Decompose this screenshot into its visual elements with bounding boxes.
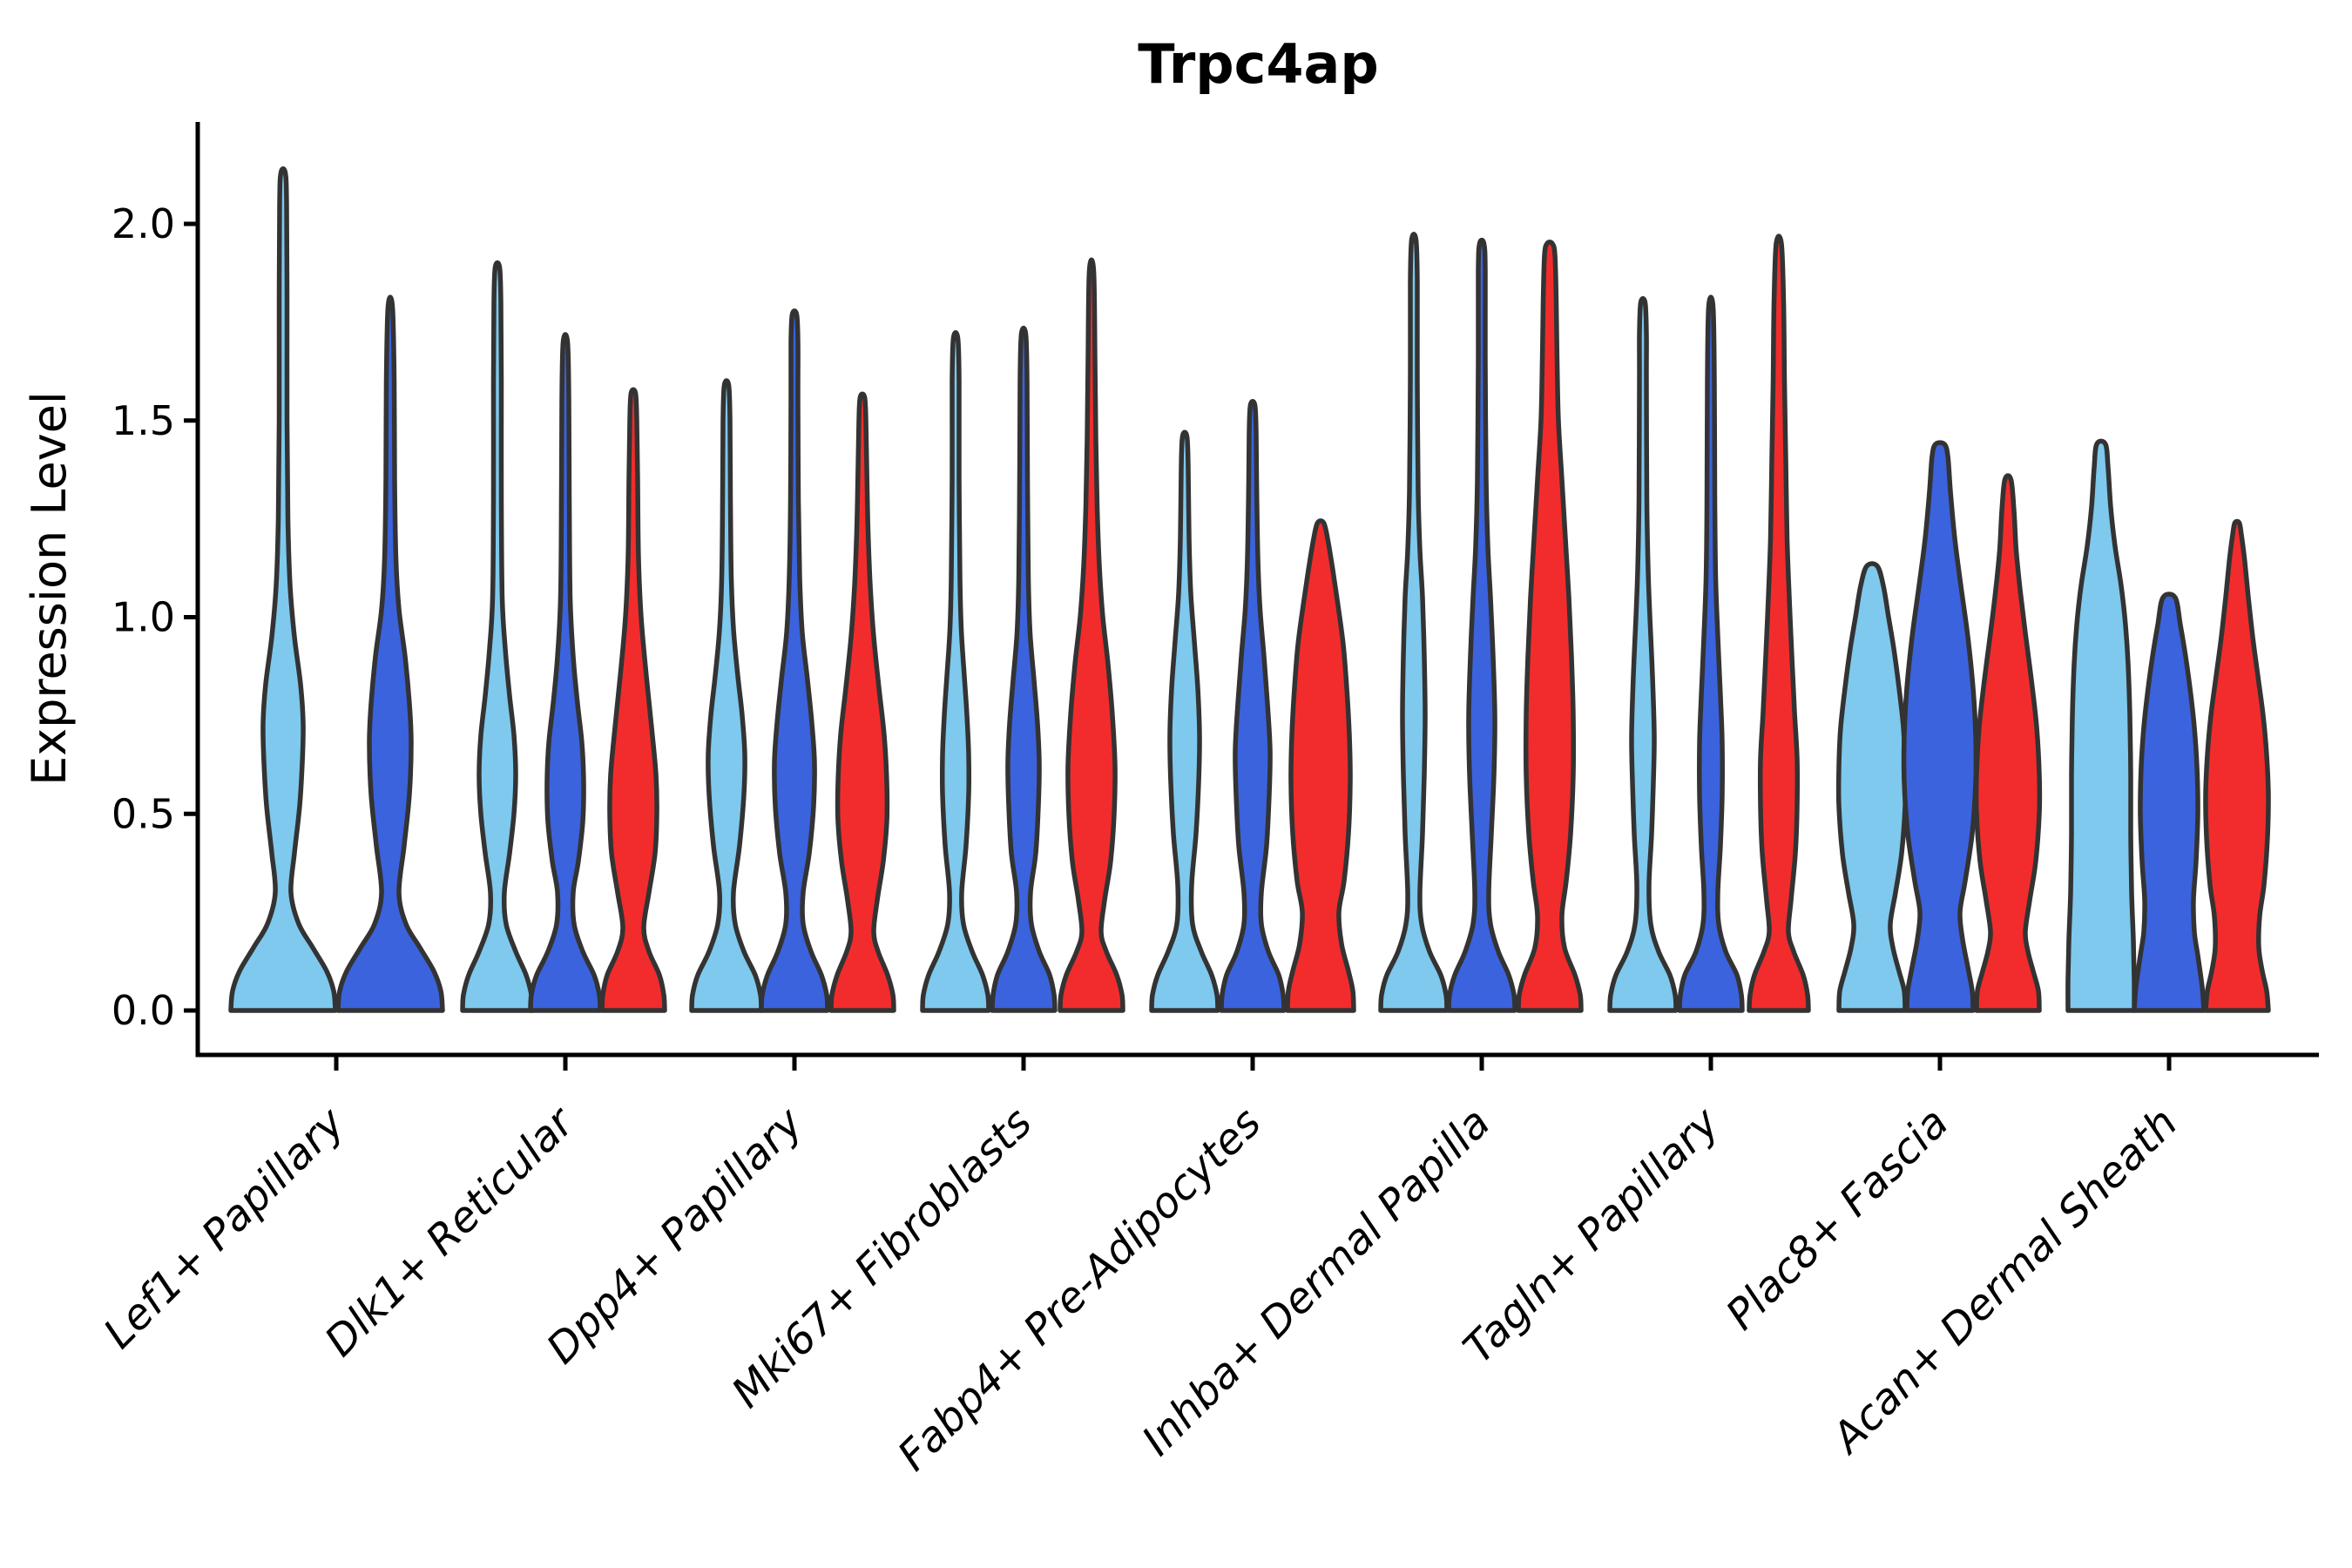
violin-inhba-dermal-papilla-light_blue [1378,232,1450,1013]
violin-plac8-fascia-light_blue [1835,561,1909,1013]
violin-inhba-dermal-papilla-red [1516,240,1584,1013]
violin-mki67-fibroblasts-red [1058,257,1125,1013]
violin-fabp4-pre-adipocytes-light_blue [1149,429,1220,1013]
y-tick-label: 2.0 [112,200,175,247]
violin-lef1-papillary-light_blue [228,166,338,1013]
violin-inhba-dermal-papilla-dark_blue [1446,237,1517,1013]
chart-title: Trpc4ap [1138,32,1379,96]
violin-acan-dermal-sheath-dark_blue [2132,591,2207,1013]
violin-fabp4-pre-adipocytes-red [1285,518,1356,1013]
violin-plac8-fascia-dark_blue [1901,440,1979,1013]
violin-dlk1-reticular-light_blue [460,260,535,1013]
violin-mki67-fibroblasts-light_blue [920,330,991,1013]
violin-dpp4-papillary-light_blue [689,378,764,1013]
y-axis-label: Expression Level [22,391,77,786]
violin-fabp4-pre-adipocytes-dark_blue [1219,398,1287,1013]
violin-dpp4-papillary-dark_blue [759,308,830,1013]
y-tick-label: 1.0 [112,594,175,641]
violin-acan-dermal-sheath-light_blue [2065,438,2137,1013]
violin-dlk1-reticular-red [599,387,667,1013]
violin-tagln-papillary-dark_blue [1677,294,1745,1013]
violin-tagln-papillary-light_blue [1607,296,1679,1013]
violin-mki67-fibroblasts-dark_blue [990,325,1058,1013]
violin-plac8-fascia-red [1973,473,2043,1013]
violin-dlk1-reticular-dark_blue [528,332,603,1013]
violin-lef1-papillary-dark_blue [335,294,445,1013]
violin-dpp4-papillary-red [828,391,896,1013]
y-tick-label: 0.0 [112,987,175,1034]
violin-acan-dermal-sheath-red [2203,518,2271,1013]
violin-tagln-papillary-red [1747,233,1811,1013]
y-tick-label: 1.5 [112,397,175,444]
y-tick-label: 0.5 [112,790,175,837]
